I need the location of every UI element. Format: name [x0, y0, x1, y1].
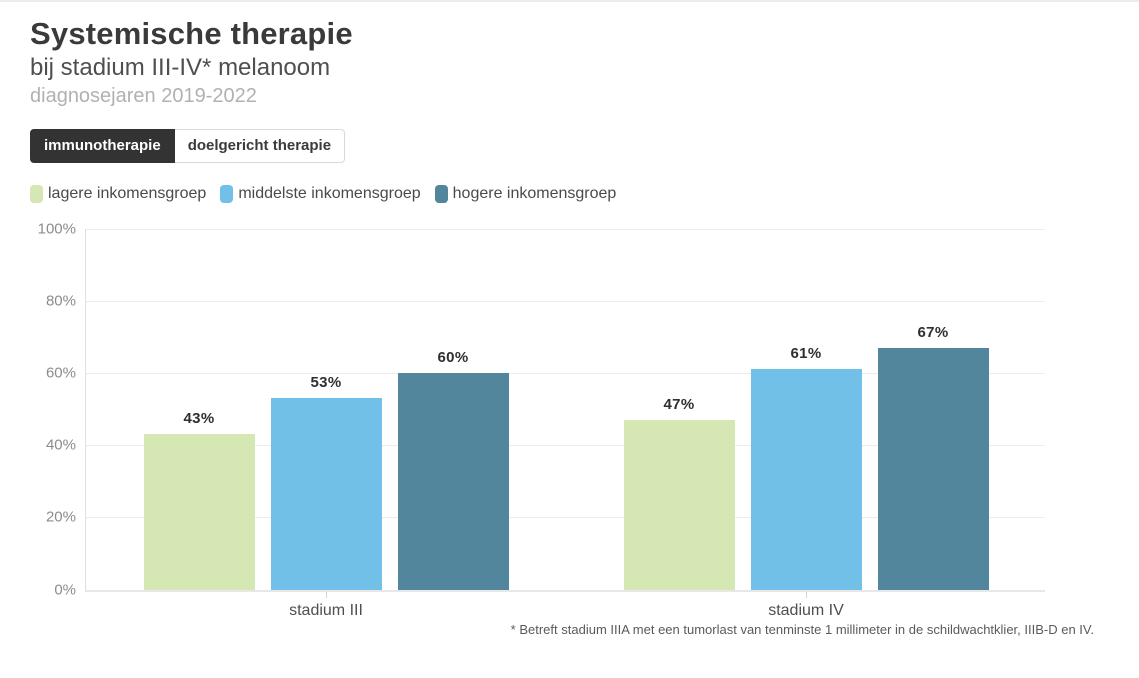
bar-value-label: 60%: [437, 349, 469, 367]
legend-swatch-icon: [30, 184, 43, 203]
therapy-tabs: immunotherapie doelgericht therapie: [30, 128, 1139, 163]
bar-stadium-iv-hogere-inkomensgroep[interactable]: 67%: [877, 324, 989, 590]
y-axis-label-80: 80%: [45, 292, 76, 310]
gridline-20: [86, 517, 1045, 519]
y-axis-label-0: 0%: [54, 581, 76, 599]
tab-doelgericht-therapie[interactable]: doelgericht therapie: [174, 128, 346, 163]
legend-swatch-icon: [434, 184, 448, 203]
chart-legend: lagere inkomensgroep middelste inkomensgr…: [30, 184, 1139, 203]
legend-item-lagere-inkomensgroep[interactable]: lagere inkomensgroep: [30, 184, 207, 203]
bar-group-stadium-iv: 47% 61% 67%: [623, 229, 989, 590]
footnote: * Betreft stadium IIIA met een tumorlast…: [510, 621, 1094, 637]
bar-stadium-iii-lagere-inkomensgroep[interactable]: 43%: [143, 410, 255, 590]
y-axis-label-60: 60%: [45, 364, 76, 382]
bar-stadium-iii-middelste-inkomensgroep[interactable]: 53%: [270, 374, 382, 590]
legend-item-hogere-inkomensgroep[interactable]: hogere inkomensgroep: [434, 184, 617, 203]
bar-chart-plot-area: 0% 20% 40% 60% 80% 100% 43% 53% 60% stadium III 47…: [38, 221, 1045, 619]
legend-swatch-icon: [220, 184, 234, 203]
x-axis-tick-stadium-iv: [806, 591, 807, 598]
x-axis-label-stadium-iii: stadium III: [289, 601, 363, 619]
chart-header: Systemische therapie bij stadium III-IV*…: [0, 2, 1139, 109]
x-axis-label-stadium-iv: stadium IV: [768, 601, 844, 619]
page-subtitle: bij stadium III-IV* melanoom: [30, 53, 331, 81]
y-axis-label-100: 100%: [37, 220, 76, 238]
bar-value-label: 47%: [663, 395, 695, 413]
x-axis-tick-stadium-iii: [326, 591, 327, 598]
bar-value-label: 67%: [917, 323, 949, 341]
top-divider: [0, 0, 1139, 2]
page-title: Systemische therapie: [30, 16, 353, 51]
tab-immunotherapie[interactable]: immunotherapie: [30, 128, 175, 163]
diagnosis-years: diagnosejaren 2019-2022: [30, 84, 257, 107]
bar-group-stadium-iii: 43% 53% 60%: [143, 229, 509, 590]
bar-value-label: 61%: [790, 345, 822, 363]
gridline-100: [86, 228, 1045, 230]
bar-stadium-iii-hogere-inkomensgroep[interactable]: 60%: [397, 349, 509, 590]
legend-item-middelste-inkomensgroep[interactable]: middelste inkomensgroep: [220, 184, 421, 203]
legend-label: lagere inkomensgroep: [48, 184, 207, 202]
bar-value-label: 53%: [310, 374, 342, 392]
gridline-60: [86, 373, 1045, 375]
legend-label: middelste inkomensgroep: [238, 184, 421, 202]
gridline-40: [86, 445, 1045, 447]
y-axis-label-40: 40%: [45, 436, 76, 454]
bar-stadium-iv-lagere-inkomensgroep[interactable]: 47%: [623, 396, 735, 590]
gridline-80: [86, 300, 1045, 302]
bar-value-label: 43%: [183, 410, 215, 428]
legend-label: hogere inkomensgroep: [452, 184, 617, 202]
y-axis-label-20: 20%: [45, 508, 76, 526]
bar-stadium-iv-middelste-inkomensgroep[interactable]: 61%: [750, 345, 862, 590]
